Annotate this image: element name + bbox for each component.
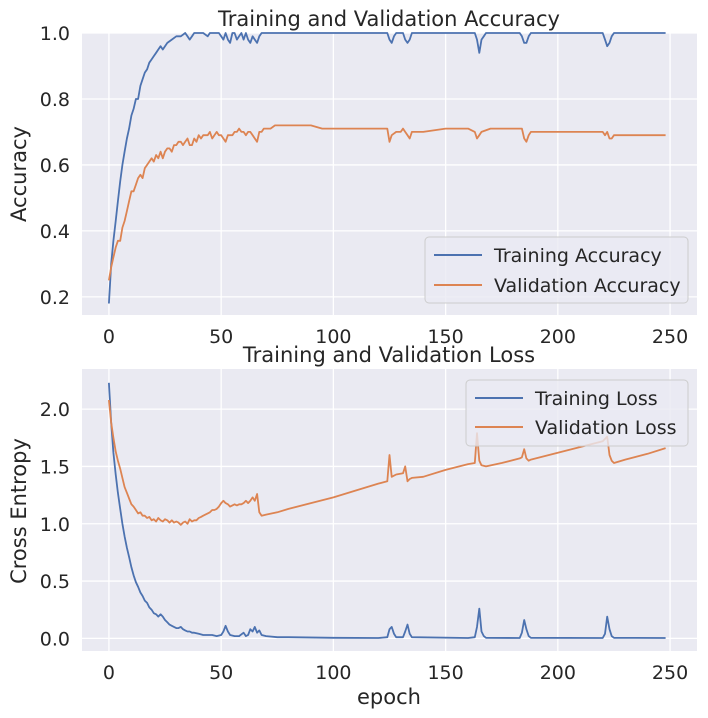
loss-title: Training and Validation Loss <box>242 343 535 367</box>
accuracy-xtick-label: 250 <box>652 326 688 348</box>
training-loss-line <box>108 382 666 639</box>
accuracy-ytick-label: 0.8 <box>40 89 70 111</box>
accuracy-legend-box <box>424 236 689 304</box>
accuracy-legend: Training Accuracy Validation Accuracy <box>424 236 689 304</box>
loss-xtick-label: 50 <box>209 662 233 684</box>
accuracy-ytick-label: 0.6 <box>40 155 70 177</box>
loss-ytick-label: 0.5 <box>40 571 70 593</box>
loss-legend-box <box>465 379 689 447</box>
loss-xtick-label: 100 <box>315 662 351 684</box>
loss-ytick-label: 1.5 <box>40 456 70 478</box>
training-accuracy-line <box>108 32 666 304</box>
validation-loss-line <box>108 399 666 526</box>
accuracy-title: Training and Validation Accuracy <box>217 7 560 31</box>
accuracy-panel: 0 50 100 150 200 250 0.2 0.4 0.6 0.8 1.0 Training … <box>7 7 697 348</box>
accuracy-xtick-label: 100 <box>315 326 351 348</box>
loss-series <box>108 382 666 639</box>
accuracy-xtick-label: 200 <box>540 326 576 348</box>
accuracy-xtick-label: 50 <box>209 326 233 348</box>
legend-label-training-loss: Training Loss <box>534 388 658 410</box>
loss-ticks: 0 50 100 150 200 250 0.0 0.5 1.0 1.5 2.0 <box>40 399 688 684</box>
accuracy-ticks: 0 50 100 150 200 250 0.2 0.4 0.6 0.8 1.0 <box>40 23 688 348</box>
loss-xtick-label: 0 <box>103 662 115 684</box>
loss-xtick-label: 150 <box>427 662 463 684</box>
accuracy-ylabel: Accuracy <box>7 126 31 222</box>
accuracy-ytick-label: 0.4 <box>40 221 70 243</box>
legend-label-training-accuracy: Training Accuracy <box>493 245 662 267</box>
loss-xtick-label: 250 <box>652 662 688 684</box>
accuracy-ytick-label: 0.2 <box>40 287 70 309</box>
loss-ylabel: Cross Entropy <box>7 438 31 584</box>
loss-xlabel: epoch <box>357 685 421 709</box>
accuracy-series <box>108 32 666 304</box>
loss-panel: 0 50 100 150 200 250 0.0 0.5 1.0 1.5 2.0 Training … <box>7 343 697 709</box>
loss-ytick-label: 1.0 <box>40 514 70 536</box>
loss-xtick-label: 200 <box>540 662 576 684</box>
validation-accuracy-line <box>108 124 666 281</box>
accuracy-xtick-label: 0 <box>103 326 115 348</box>
accuracy-ytick-label: 1.0 <box>40 23 70 45</box>
legend-label-validation-accuracy: Validation Accuracy <box>494 275 681 297</box>
loss-legend: Training Loss Validation Loss <box>465 379 689 447</box>
loss-ytick-label: 0.0 <box>40 628 70 650</box>
accuracy-xtick-label: 150 <box>427 326 463 348</box>
legend-label-validation-loss: Validation Loss <box>535 417 677 439</box>
loss-ytick-label: 2.0 <box>40 399 70 421</box>
